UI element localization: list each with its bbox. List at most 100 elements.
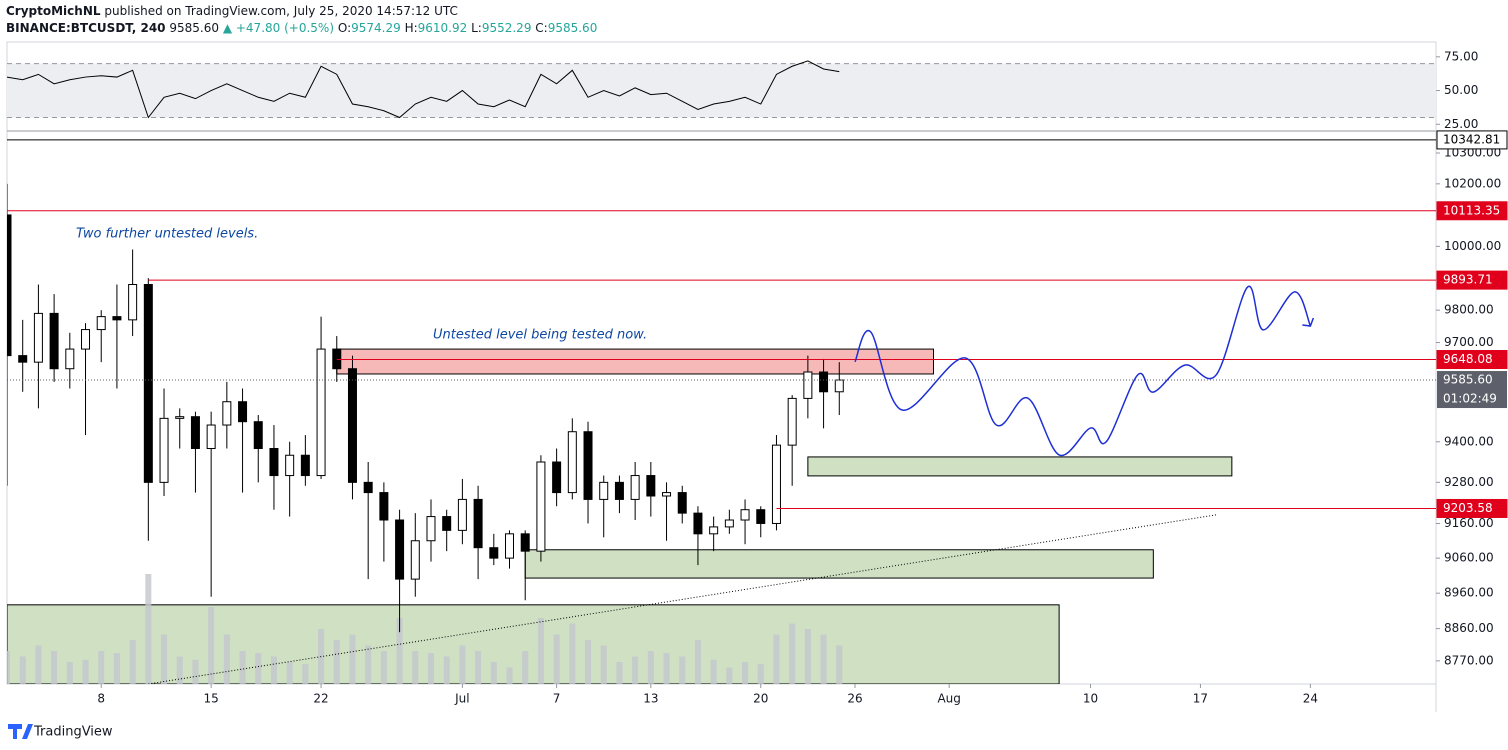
candle-body <box>18 355 28 363</box>
candle-body <box>646 475 656 497</box>
y-tick-label: 8960.00 <box>1444 586 1494 600</box>
volume-bar <box>333 640 340 684</box>
x-tick-label: 17 <box>1193 692 1208 706</box>
zone <box>807 456 1233 477</box>
level-label-bg <box>1436 350 1508 370</box>
volume-bar <box>380 651 387 684</box>
candle-body <box>630 475 640 500</box>
volume-bar <box>757 664 764 684</box>
volume-bar <box>7 651 10 684</box>
volume-bar <box>569 623 576 684</box>
volume-bar <box>82 659 89 684</box>
candle-body <box>190 416 200 450</box>
c: 9585.60 <box>547 21 598 35</box>
x-tick-label: 10 <box>1083 692 1098 706</box>
candle-body <box>379 492 389 521</box>
volume-bar <box>145 574 152 684</box>
candle-body <box>787 397 797 446</box>
candle-body <box>175 416 185 419</box>
volume-bar <box>35 645 42 684</box>
candle-body <box>457 498 467 531</box>
volume-bar <box>113 653 120 684</box>
volume-bar <box>176 656 183 684</box>
o: 9574.29 <box>351 21 401 35</box>
l: 9552.29 <box>481 21 532 35</box>
candle-body <box>803 371 813 399</box>
y-tick-label: 9400.00 <box>1444 434 1494 448</box>
y-tick-label: 9700.00 <box>1444 335 1494 349</box>
candle-body <box>677 492 687 514</box>
volume-bar <box>51 651 58 684</box>
l-label: L: <box>471 21 482 35</box>
candle-body <box>112 316 122 321</box>
volume-bar <box>255 653 262 684</box>
candle-body <box>662 492 672 497</box>
level-label-bg <box>1436 498 1508 518</box>
x-tick-label: 26 <box>847 692 862 706</box>
candle-body <box>347 368 357 483</box>
x-tick-label: Jul <box>454 692 469 706</box>
level-label: 9648.08 <box>1443 352 1493 366</box>
annotation: Two further untested levels. <box>76 227 258 242</box>
candle-body <box>49 312 59 370</box>
volume-bar <box>412 651 419 684</box>
level-label: 9203.58 <box>1443 501 1493 515</box>
c-label: C: <box>535 21 548 35</box>
footer: TradingView <box>8 724 113 740</box>
level-label: 9893.71 <box>1443 273 1493 287</box>
level-label-bg <box>1436 130 1508 150</box>
x-tick-label: 7 <box>553 692 561 706</box>
candle-body <box>7 214 12 357</box>
trendline <box>148 514 1217 684</box>
x-tick-label: 13 <box>643 692 658 706</box>
volume-bar <box>820 634 827 684</box>
annotation: Untested level being tested now. <box>433 328 647 343</box>
candle-body <box>96 316 106 331</box>
symbol-line: BINANCE:BTCUSDT, 240 9585.60 ▲ +47.80 (+… <box>6 20 597 37</box>
o-label: O: <box>337 21 352 35</box>
candle-body <box>552 461 562 494</box>
axes: 25.00 50.00 75.00 8770.00 8860.00 8960.00 9060… <box>97 49 1508 706</box>
countdown: 01:02:49 <box>1443 392 1497 406</box>
chart: Two further untested levels. Untested lev… <box>6 41 1508 712</box>
volume-bar <box>129 640 136 684</box>
volume-bar <box>302 664 309 684</box>
volume-bar <box>66 662 73 684</box>
level-label-bg <box>1436 270 1508 290</box>
level-label: 10342.81 <box>1443 132 1500 146</box>
projection-arrow <box>1302 317 1315 327</box>
x-tick-label: 15 <box>204 692 219 706</box>
candle-body <box>33 312 43 363</box>
volume-bar <box>553 634 560 684</box>
candle-body <box>834 379 844 393</box>
candle-body <box>300 454 310 477</box>
projection-line <box>854 285 1312 457</box>
x-tick-label: 8 <box>97 692 105 706</box>
volume-bar <box>742 662 749 684</box>
candle-body <box>442 516 452 531</box>
candle-body <box>505 533 515 559</box>
candle-body <box>709 526 719 535</box>
zone <box>524 549 1154 579</box>
volume-bar <box>537 618 544 684</box>
candle-body <box>332 348 342 370</box>
y-tick-label: 10000.00 <box>1444 239 1501 253</box>
candle-body <box>599 481 609 500</box>
candle-body <box>473 498 483 549</box>
volume-bar <box>506 667 513 684</box>
x-tick-label: 20 <box>753 692 768 706</box>
change: ▲ +47.80 (+0.5%) <box>222 21 334 35</box>
last-price-bg <box>1437 371 1507 409</box>
zone <box>336 348 934 375</box>
candle-body <box>65 348 75 370</box>
x-tick-label: 22 <box>313 692 328 706</box>
candle-body <box>81 329 91 350</box>
candle-body <box>285 454 295 477</box>
candle-body <box>693 512 703 535</box>
volume-bar <box>223 634 230 684</box>
last: 9585.60 <box>169 21 219 35</box>
candle-body <box>316 348 326 477</box>
candle-body <box>489 547 499 559</box>
volume-bar <box>349 634 356 684</box>
candle-body <box>583 431 593 500</box>
